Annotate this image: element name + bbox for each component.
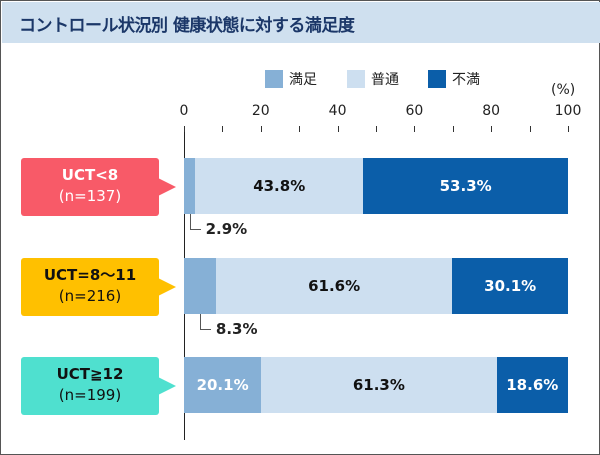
data-label: 61.6% (308, 277, 361, 295)
tick-mark (529, 126, 531, 132)
category-name: UCT<8 (61, 166, 119, 184)
bar-segment: 61.3% (261, 357, 497, 413)
category-n: (n=216) (58, 287, 122, 305)
tick-mark (299, 126, 301, 132)
bar-segment: 61.6% (215, 258, 453, 314)
legend-item: 満足 (265, 69, 317, 89)
tick-mark (376, 126, 377, 132)
category-name: UCT≧12 (56, 365, 124, 383)
legend-swatch (265, 70, 283, 88)
data-label: 20.1% (196, 376, 249, 394)
bar-segment (184, 158, 196, 214)
legend-item: 不満 (428, 69, 480, 89)
category-n: (n=137) (58, 187, 122, 205)
bar-segment (184, 258, 216, 314)
tick-mark (452, 126, 454, 132)
bar-segment: 18.6% (496, 357, 568, 413)
tick-mark (414, 126, 416, 132)
category-label: UCT=8〜11 (n=216) (21, 258, 159, 316)
category-name: UCT=8〜11 (43, 266, 137, 284)
unit-label: (%) (551, 82, 576, 98)
data-label: 2.9% (205, 220, 248, 238)
leader-line (189, 214, 201, 230)
bar-segment: 30.1% (452, 258, 568, 314)
legend-item: 普通 (347, 69, 399, 89)
label-pointer (158, 278, 176, 296)
legend-swatch (347, 70, 365, 88)
leader-line (199, 314, 211, 330)
tick-mark (184, 126, 185, 132)
data-label: 61.3% (352, 376, 405, 394)
legend-label: 不満 (452, 72, 480, 88)
legend-swatch (428, 70, 446, 88)
legend-label: 満足 (289, 72, 317, 88)
title-bar: コントロール状況別 健康状態に対する満足度 (2, 2, 600, 43)
category-label: UCT≧12 (n=199) (21, 357, 159, 415)
tick-mark (337, 126, 339, 132)
data-label: 43.8% (253, 177, 306, 195)
legend-label: 普通 (371, 72, 399, 88)
data-label: 8.3% (215, 320, 258, 338)
chart-title: コントロール状況別 健康状態に対する満足度 (19, 16, 355, 36)
label-pointer (158, 377, 176, 395)
category-label: UCT<8 (n=137) (21, 158, 159, 216)
data-label: 53.3% (439, 177, 492, 195)
tick-mark (260, 126, 262, 132)
tick-mark (222, 126, 224, 132)
category-n: (n=199) (58, 386, 122, 404)
tick-label: 40 (328, 103, 347, 119)
label-pointer (158, 178, 176, 196)
data-label: 18.6% (506, 376, 559, 394)
tick-mark (568, 126, 569, 132)
tick-label: 20 (251, 103, 270, 119)
bar-segment: 20.1% (184, 357, 262, 413)
tick-mark (491, 126, 493, 132)
tick-label: 80 (482, 103, 501, 119)
bar-segment: 43.8% (195, 158, 364, 214)
tick-label: 100 (554, 103, 582, 119)
tick-label: 0 (179, 103, 189, 119)
tick-label: 60 (405, 103, 424, 119)
data-label: 30.1% (484, 277, 537, 295)
bar-segment: 53.3% (363, 158, 568, 214)
